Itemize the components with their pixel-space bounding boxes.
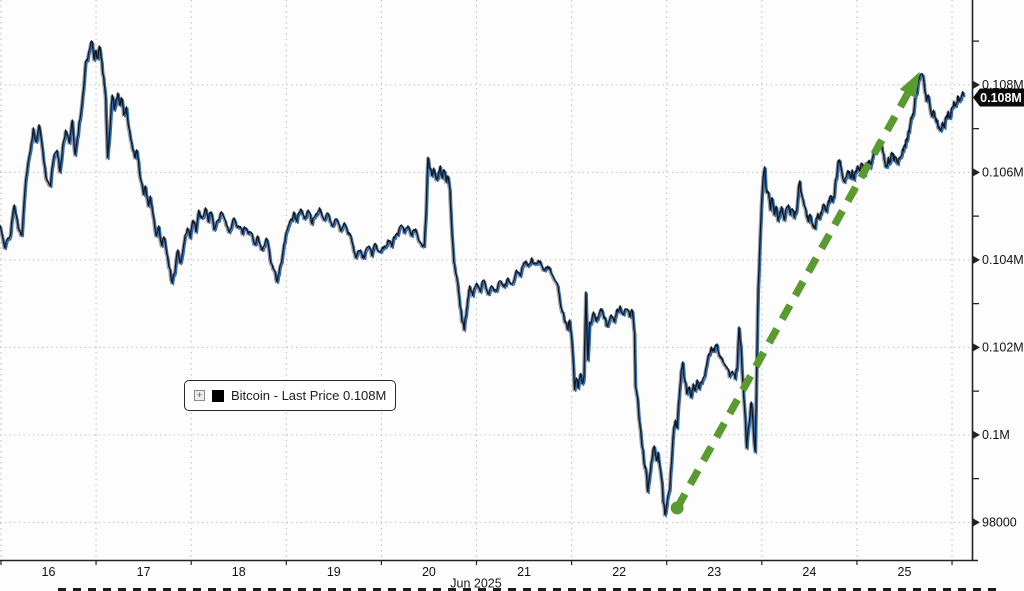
y-tick-label: 98000	[982, 516, 1017, 530]
tick-arrow-icon	[973, 255, 980, 264]
tick-arrow-icon	[973, 80, 980, 89]
x-tick-label: 19	[327, 565, 341, 579]
tick-arrow-icon	[973, 430, 980, 439]
trend-arrow	[670, 71, 920, 515]
tick-arrow-icon	[973, 518, 980, 527]
x-tick-label: 22	[612, 565, 626, 579]
x-axis-labels: 16 17 18 19 20 21 22 23 24 25	[0, 560, 953, 579]
y-tick-label: 0.102M	[982, 341, 1024, 355]
last-price-tag-label: 0.108M	[980, 91, 1022, 105]
x-tick-label: 17	[137, 565, 151, 579]
arrowhead-icon	[899, 71, 920, 98]
legend-box[interactable]: + Bitcoin - Last Price 0.108M	[184, 380, 397, 411]
y-tick-label: 0.1M	[982, 428, 1010, 442]
axes	[0, 0, 978, 562]
gridlines-y	[0, 84, 972, 523]
x-tick-label: 16	[42, 565, 56, 579]
x-tick-label: 20	[422, 565, 436, 579]
last-price-tag-flag	[973, 88, 1024, 107]
tick-arrow-icon	[973, 168, 980, 177]
gridlines-x	[0, 0, 953, 560]
x-tick-label: 18	[232, 565, 246, 579]
x-tick-label: 24	[802, 565, 816, 579]
legend-label: Bitcoin - Last Price 0.108M	[231, 388, 387, 403]
price-line	[0, 40, 966, 518]
x-tick-label: 21	[517, 565, 531, 579]
y-tick-label: 0.106M	[982, 166, 1024, 180]
y-tick-label: 0.104M	[982, 253, 1024, 267]
month-label: Jun 2025	[450, 577, 501, 591]
legend-swatch-icon	[212, 389, 224, 402]
legend-expand-icon[interactable]: +	[194, 390, 205, 401]
tick-arrow-icon	[973, 343, 980, 352]
cropped-tick-row-artifact	[58, 588, 998, 591]
y-axis-ticks: 0.108M 0.106M 0.104M 0.102M 0.1M 98000	[972, 40, 1024, 530]
last-price-tag: 0.108M	[973, 88, 1024, 107]
x-tick-label: 25	[898, 565, 912, 579]
x-tick-label: 23	[707, 565, 721, 579]
